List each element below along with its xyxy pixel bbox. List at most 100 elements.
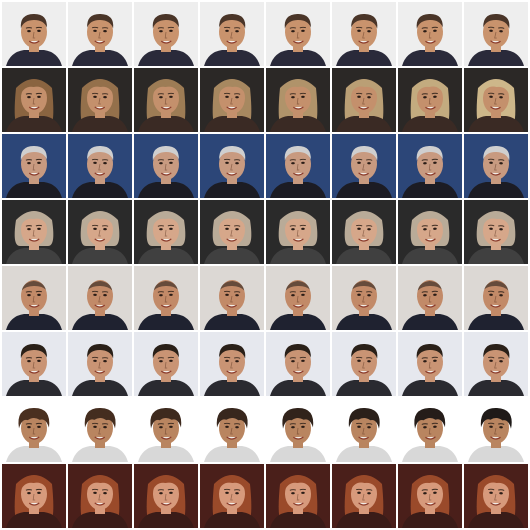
face-tile [464, 2, 528, 66]
face-image [134, 134, 198, 198]
face-tile [2, 68, 66, 132]
face-tile [68, 134, 132, 198]
face-image [68, 332, 132, 396]
face-image [266, 134, 330, 198]
face-image [68, 464, 132, 528]
face-tile [266, 332, 330, 396]
face-image [134, 398, 198, 462]
face-image [68, 134, 132, 198]
face-image [398, 200, 462, 264]
face-image [134, 464, 198, 528]
face-image [398, 266, 462, 330]
face-image [332, 266, 396, 330]
face-image [464, 2, 528, 66]
face-image [266, 398, 330, 462]
face-image [68, 2, 132, 66]
face-image [464, 134, 528, 198]
face-image [2, 464, 66, 528]
face-tile [200, 398, 264, 462]
face-image [134, 266, 198, 330]
face-tile [398, 464, 462, 528]
face-image [68, 398, 132, 462]
face-image [134, 332, 198, 396]
face-image [200, 266, 264, 330]
face-tile [266, 200, 330, 264]
face-image [266, 68, 330, 132]
face-image [200, 134, 264, 198]
face-image [134, 2, 198, 66]
face-tile [200, 68, 264, 132]
face-image [2, 398, 66, 462]
face-tile [398, 266, 462, 330]
face-tile [266, 398, 330, 462]
face-tile [398, 2, 462, 66]
face-image [68, 200, 132, 264]
face-image [266, 2, 330, 66]
face-tile [332, 68, 396, 132]
face-tile [464, 464, 528, 528]
face-image [332, 332, 396, 396]
face-tile [398, 200, 462, 264]
face-tile [200, 464, 264, 528]
face-tile [2, 464, 66, 528]
face-tile [2, 200, 66, 264]
face-tile [332, 200, 396, 264]
face-tile [266, 134, 330, 198]
face-tile [266, 266, 330, 330]
face-tile [200, 266, 264, 330]
face-tile [464, 68, 528, 132]
face-tile [68, 464, 132, 528]
face-tile [398, 398, 462, 462]
face-tile [332, 266, 396, 330]
face-image [398, 2, 462, 66]
face-tile [2, 332, 66, 396]
face-image [200, 2, 264, 66]
face-image [332, 200, 396, 264]
face-image [464, 332, 528, 396]
face-image [332, 2, 396, 66]
face-tile [398, 68, 462, 132]
face-tile [68, 68, 132, 132]
face-tile [134, 2, 198, 66]
face-tile [464, 398, 528, 462]
face-image [2, 2, 66, 66]
face-tile [134, 266, 198, 330]
face-tile [134, 398, 198, 462]
face-image [134, 200, 198, 264]
face-tile [464, 266, 528, 330]
face-tile [266, 2, 330, 66]
face-tile [68, 266, 132, 330]
face-tile [332, 2, 396, 66]
face-image [266, 332, 330, 396]
face-tile [68, 332, 132, 396]
face-tile [134, 332, 198, 396]
face-image [68, 266, 132, 330]
face-image [200, 464, 264, 528]
face-tile [332, 332, 396, 396]
face-tile [332, 464, 396, 528]
face-image [464, 398, 528, 462]
face-tile [200, 332, 264, 396]
face-image [332, 134, 396, 198]
face-tile [68, 2, 132, 66]
face-tile [134, 134, 198, 198]
face-image [332, 68, 396, 132]
face-image [332, 398, 396, 462]
face-image [200, 68, 264, 132]
face-tile [332, 134, 396, 198]
face-tile [464, 134, 528, 198]
face-tile [200, 200, 264, 264]
face-tile [134, 200, 198, 264]
face-tile [332, 398, 396, 462]
face-image [332, 464, 396, 528]
face-tile [464, 332, 528, 396]
face-tile [266, 68, 330, 132]
face-tile [2, 2, 66, 66]
face-image [2, 200, 66, 264]
face-image [2, 134, 66, 198]
face-tile [68, 200, 132, 264]
face-image [2, 332, 66, 396]
face-tile [266, 464, 330, 528]
face-image [134, 68, 198, 132]
